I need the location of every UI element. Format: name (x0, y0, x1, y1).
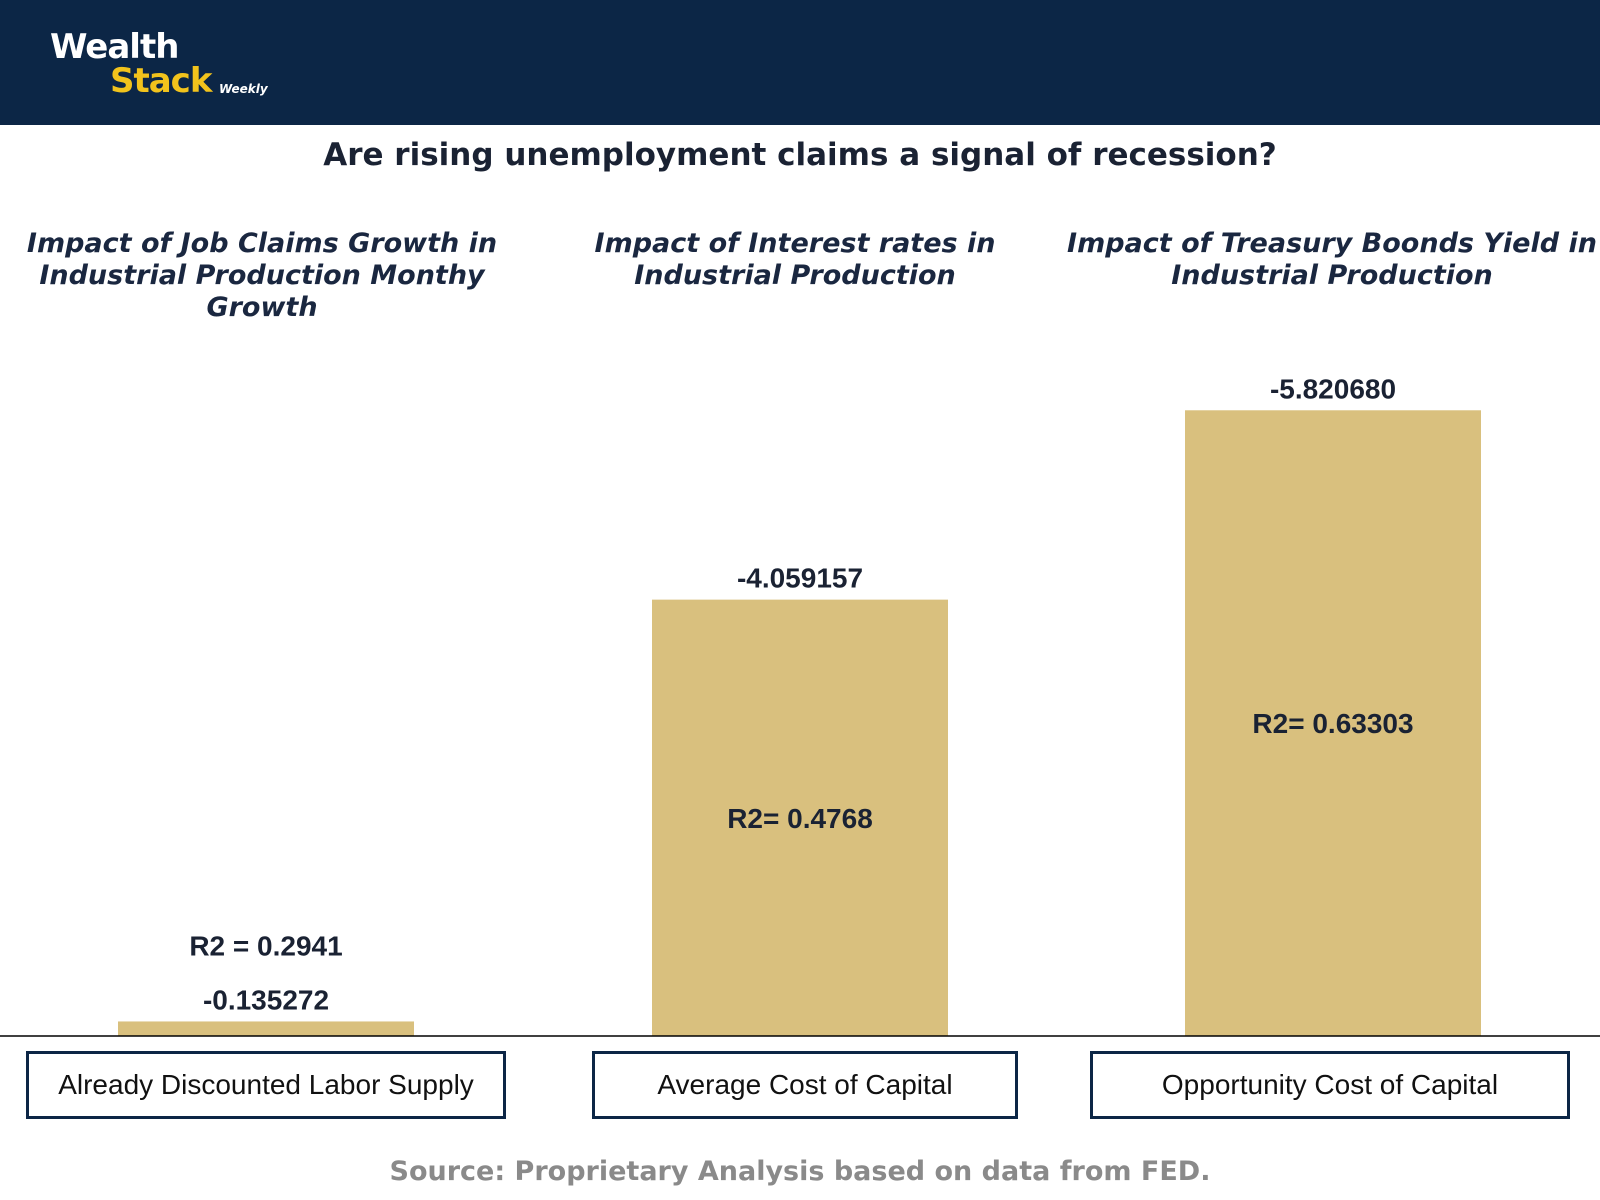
category-box-2: Average Cost of Capital (592, 1051, 1018, 1119)
panel-title-1-line-2: Industrial Production Monthy Growth (39, 260, 485, 323)
bar-chart: -0.135272 R2 = 0.2941 -4.059157 R2= 0.4768 -… (0, 373, 1600, 1037)
panel-title-3-line-1: Impact of Treasury Boonds Yield in (1067, 228, 1597, 259)
category-box-3: Opportunity Cost of Capital (1090, 1051, 1570, 1119)
panel-title-2-line-2: Industrial Production (634, 260, 956, 291)
r2-label-2: R2= 0.4768 (727, 803, 873, 834)
category-box-1: Already Discounted Labor Supply (26, 1051, 506, 1119)
logo-word-stack: Stack (110, 61, 212, 101)
value-label-1: -0.135272 (203, 984, 329, 1015)
panel-title-3: Impact of Treasury Boonds Yield in Indus… (1052, 228, 1600, 292)
panel-title-2-line-1: Impact of Interest rates in (594, 228, 996, 259)
panel-title-3-line-2: Industrial Production (1171, 260, 1493, 291)
page-title: Are rising unemployment claims a signal … (323, 137, 1277, 173)
bar-1 (118, 1021, 414, 1036)
bar-2 (652, 599, 948, 1036)
logo-word-wealth: Wealth (50, 27, 179, 67)
source-note: Source: Proprietary Analysis based on da… (389, 1156, 1211, 1187)
header-bar: Wealth Stack Weekly (0, 0, 1600, 125)
panel-title-2: Impact of Interest rates in Industrial P… (515, 228, 1075, 292)
panel-title-1-line-1: Impact of Job Claims Growth in (26, 228, 498, 259)
panel-title-1: Impact of Job Claims Growth in Industria… (0, 228, 542, 324)
value-label-2: -4.059157 (737, 563, 863, 594)
logo-word-weekly: Weekly (219, 82, 268, 96)
bar-3 (1185, 410, 1481, 1037)
value-label-3: -5.820680 (1270, 373, 1396, 404)
wealth-stack-logo: Wealth Stack Weekly (50, 30, 280, 110)
r2-label-3: R2= 0.63303 (1252, 708, 1413, 739)
r2-label-1: R2 = 0.2941 (189, 930, 342, 961)
